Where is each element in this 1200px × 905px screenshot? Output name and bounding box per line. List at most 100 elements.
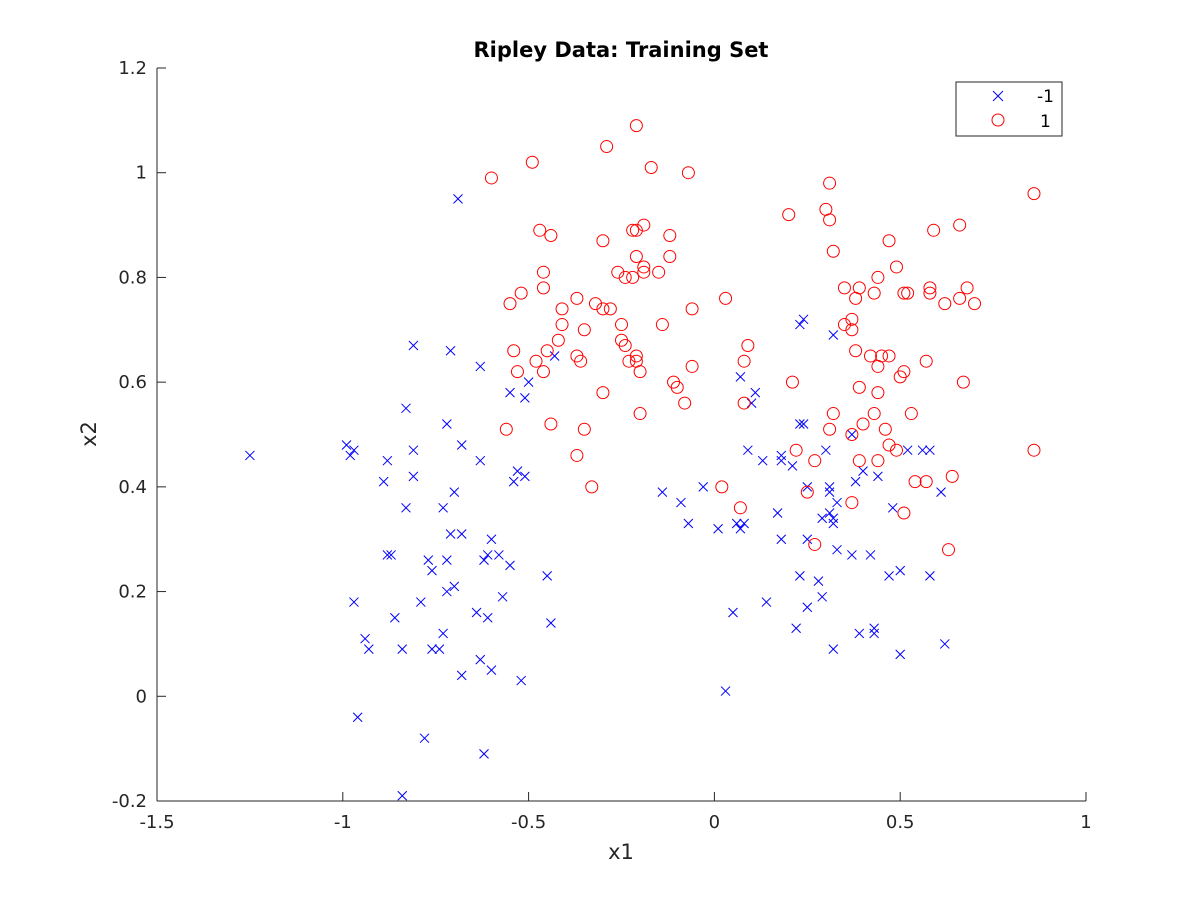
data-point-pos1 (596, 234, 610, 248)
x-tick-label: 1 (1080, 812, 1091, 833)
data-point-neg1 (902, 445, 913, 456)
data-point-pos1 (800, 485, 814, 499)
data-point-neg1 (449, 487, 460, 497)
data-point-pos1 (733, 501, 747, 515)
data-point-neg1 (449, 581, 460, 592)
data-point-neg1 (486, 534, 497, 545)
data-point-neg1 (728, 607, 738, 618)
y-tick-label: 1.2 (118, 58, 147, 79)
data-point-neg1 (382, 455, 393, 466)
data-point-pos1 (629, 349, 643, 363)
data-point-pos1 (953, 218, 967, 232)
data-point-neg1 (772, 508, 783, 518)
y-tick-label: 0.2 (118, 582, 147, 603)
data-point-pos1 (923, 281, 937, 295)
data-point-neg1 (516, 675, 527, 686)
data-point-neg1 (850, 476, 861, 487)
data-point-neg1 (787, 461, 798, 471)
data-point-neg1 (657, 487, 668, 497)
data-point-neg1 (505, 560, 515, 571)
data-point-pos1 (600, 140, 614, 154)
data-point-pos1 (968, 297, 982, 311)
data-point-pos1 (536, 281, 550, 295)
data-point-pos1 (826, 407, 840, 421)
data-point-neg1 (828, 330, 839, 340)
x-axis-label: x1 (608, 840, 634, 864)
data-point-neg1 (895, 649, 906, 660)
data-point-neg1 (795, 319, 805, 330)
data-point-pos1 (540, 344, 554, 358)
data-point-pos1 (685, 359, 699, 373)
data-point-neg1 (471, 607, 482, 618)
data-point-neg1 (832, 497, 842, 508)
y-tick-label: 0.6 (118, 372, 147, 393)
data-point-neg1 (802, 534, 813, 545)
data-point-pos1 (871, 454, 885, 468)
y-tick-label: 0.8 (118, 267, 147, 288)
data-point-pos1 (889, 443, 903, 457)
data-point-pos1 (782, 208, 796, 222)
data-point-pos1 (871, 386, 885, 400)
data-point-neg1 (408, 445, 419, 456)
data-point-pos1 (551, 333, 565, 347)
data-point-neg1 (479, 749, 489, 759)
y-ticks: -0.2 0 0.2 0.4 0.6 0.8 1 1.2 (112, 58, 166, 812)
data-point-neg1 (408, 340, 419, 351)
data-point-pos1 (536, 265, 550, 279)
data-point-pos1 (956, 375, 970, 389)
data-point-pos1 (499, 422, 513, 436)
data-point-pos1 (919, 475, 933, 489)
data-point-neg1 (936, 487, 946, 497)
chart-title: Ripley Data: Training Set (474, 38, 769, 62)
data-point-pos1 (863, 349, 877, 363)
data-point-pos1 (882, 438, 896, 452)
legend-box (955, 81, 1063, 137)
data-point-pos1 (588, 297, 602, 311)
data-point-pos1 (633, 365, 647, 379)
data-point-neg1 (791, 623, 802, 634)
data-point-pos1 (570, 448, 584, 462)
data-point-pos1 (626, 270, 640, 284)
data-point-pos1 (923, 286, 937, 300)
data-point-neg1 (486, 665, 497, 675)
points-layer (245, 119, 1041, 801)
data-point-neg1 (802, 482, 813, 492)
data-point-neg1 (434, 644, 445, 655)
data-point-pos1 (871, 359, 885, 373)
data-point-pos1 (637, 260, 651, 274)
data-point-neg1 (917, 445, 928, 456)
data-point-pos1 (808, 537, 822, 551)
data-point-pos1 (503, 297, 517, 311)
data-point-neg1 (408, 471, 419, 482)
data-point-pos1 (629, 223, 643, 237)
data-point-pos1 (1027, 443, 1041, 457)
data-point-pos1 (618, 338, 632, 352)
data-point-neg1 (813, 576, 824, 586)
data-point-pos1 (637, 265, 651, 279)
data-point-pos1 (514, 286, 528, 300)
data-point-neg1 (415, 597, 426, 607)
data-point-pos1 (585, 480, 599, 494)
data-point-pos1 (837, 281, 851, 295)
data-point-neg1 (798, 419, 809, 429)
data-point-neg1 (549, 351, 560, 361)
data-point-neg1 (821, 445, 831, 456)
data-point-neg1 (858, 466, 868, 477)
data-point-neg1 (895, 565, 906, 576)
data-point-neg1 (776, 450, 787, 461)
data-point-neg1 (456, 440, 467, 450)
data-point-pos1 (889, 260, 903, 274)
data-point-neg1 (401, 502, 411, 513)
data-point-pos1 (525, 155, 539, 169)
legend-label-neg1: -1 (1037, 87, 1054, 107)
data-point-pos1 (942, 543, 956, 557)
y-axis-label: x2 (77, 421, 101, 447)
data-point-neg1 (939, 639, 950, 649)
x-tick-label: 0.5 (886, 812, 915, 833)
data-point-pos1 (622, 354, 636, 368)
data-point-neg1 (925, 571, 935, 581)
data-point-pos1 (901, 286, 915, 300)
data-point-neg1 (441, 419, 452, 429)
data-point-pos1 (867, 407, 881, 421)
data-point-neg1 (382, 550, 393, 560)
